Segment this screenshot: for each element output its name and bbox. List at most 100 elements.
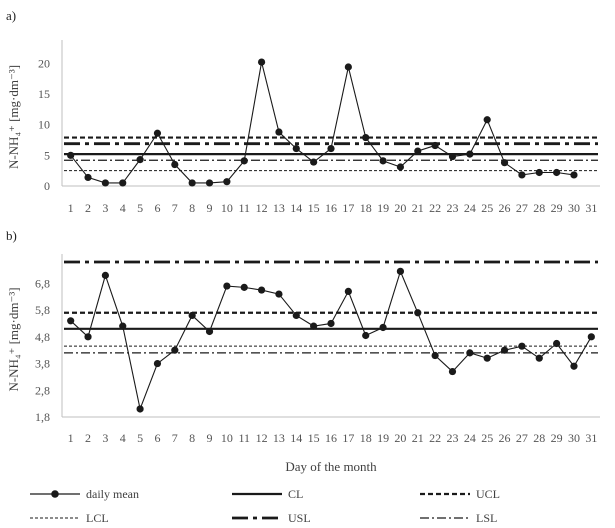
data-point [101,271,109,279]
legend-item: daily mean [30,487,139,501]
x-tick-label: 21 [412,201,424,215]
data-point [275,128,283,136]
data-point [414,309,422,317]
data-point [153,129,162,137]
x-tick-label: 18 [360,201,372,215]
x-tick-label: 4 [120,201,126,215]
x-tick-label: 28 [533,201,545,215]
data-point [205,327,214,336]
data-point [587,333,595,341]
x-tick-label: 19 [377,431,389,445]
legend-label: LCL [86,511,109,525]
legend-item: LCL [30,511,109,525]
y-tick-label: 6,8 [35,276,50,290]
data-point [188,179,196,187]
x-tick-label: 17 [342,201,354,215]
x-tick-label: 20 [394,201,406,215]
data-point [119,179,127,187]
y-tick-label: 5 [44,148,50,162]
x-tick-label: 6 [154,201,160,215]
y-tick-label: 1,8 [35,410,50,424]
legend-label: UCL [476,487,500,501]
x-tick-label: 22 [429,431,441,445]
data-point [310,322,318,330]
data-point [379,157,387,165]
x-tick-label: 25 [481,201,493,215]
legend-item: LSL [420,511,497,525]
series-daily-mean [70,269,592,411]
legend: daily mean CL UCL LCL USL LSL [30,487,500,525]
data-point [292,311,300,320]
data-point [379,323,387,332]
x-tick-label: 7 [172,431,178,445]
x-tick-label: 28 [533,431,545,445]
data-point [188,311,196,320]
x-tick-label: 30 [568,201,580,215]
x-tick-label: 11 [238,431,250,445]
data-point [67,151,75,159]
data-point [205,179,214,187]
x-tick-label: 16 [325,431,337,445]
y-tick-label: 20 [38,56,50,70]
data-point [292,144,300,153]
data-point [84,173,92,182]
x-tick-label: 1 [68,201,74,215]
x-tick-label: 10 [221,201,233,215]
legend-item: UCL [420,487,500,501]
x-tick-label: 9 [207,201,213,215]
x-tick-label: 6 [154,431,160,445]
y-tick-label: 5,8 [35,303,50,317]
legend-label: LSL [476,511,497,525]
legend-marker [51,490,59,498]
x-tick-label: 5 [137,201,143,215]
data-point [223,178,231,186]
data-point [101,179,109,187]
data-point [396,267,405,275]
y-tick-label: 0 [44,179,50,193]
x-tick-label: 9 [207,431,213,445]
x-tick-label: 8 [189,431,195,445]
data-point [466,349,474,357]
data-point [153,359,162,368]
x-tick-label: 5 [137,431,143,445]
x-tick-label: 11 [238,201,250,215]
data-point [240,283,248,291]
data-point [535,354,543,362]
data-point [275,290,283,298]
data-point [327,144,335,153]
x-tick-label: 29 [551,201,563,215]
data-point [448,152,457,161]
data-point [535,168,543,177]
data-point [483,354,491,362]
data-point [500,346,509,354]
data-point [570,171,578,179]
x-tick-label: 12 [256,201,268,215]
data-point [500,159,509,167]
y-tick-label: 2,8 [35,383,50,397]
x-tick-label: 29 [551,431,563,445]
data-point [362,331,370,340]
panel-label: a) [6,8,16,23]
data-point [310,158,318,166]
data-point [240,157,248,165]
data-point [67,317,75,325]
x-tick-label: 13 [273,201,285,215]
legend-label: daily mean [86,487,139,501]
y-axis-label: N-NH₄⁺ [mg·dm⁻³] [6,65,21,169]
x-tick-label: 10 [221,431,233,445]
data-point [396,163,405,171]
data-point [431,141,439,150]
x-tick-label: 17 [342,431,354,445]
x-tick-label: 27 [516,431,528,445]
data-point [466,150,474,158]
data-point [414,147,422,155]
x-tick-label: 19 [377,201,389,215]
x-tick-label: 31 [585,201,597,215]
panel-label: b) [6,228,17,243]
x-tick-label: 7 [172,201,178,215]
x-tick-label: 24 [464,201,476,215]
x-tick-label: 3 [102,431,108,445]
data-point [518,171,526,179]
data-point [136,156,144,164]
data-point [431,351,439,360]
